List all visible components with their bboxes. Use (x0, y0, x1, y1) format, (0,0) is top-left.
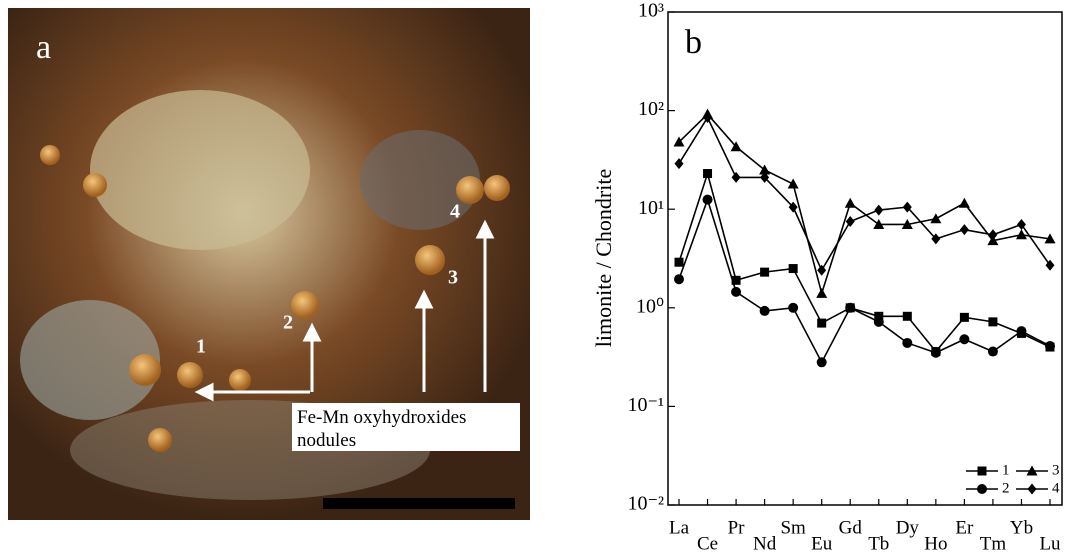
marker (731, 287, 741, 297)
marker (1028, 484, 1037, 495)
annotation: nodules (297, 430, 356, 451)
nodule (177, 362, 203, 388)
marker (960, 313, 969, 322)
nodule (40, 145, 60, 165)
marker (732, 172, 741, 183)
nodule-label: 1 (196, 336, 206, 358)
y-tick-label: 10² (638, 98, 664, 120)
x-tick-label: Gd (839, 517, 863, 538)
marker (902, 338, 912, 348)
marker (960, 224, 969, 235)
marker (959, 334, 969, 344)
marker (760, 268, 769, 277)
marker (988, 317, 997, 326)
nodule (129, 354, 161, 386)
marker (1016, 326, 1026, 336)
x-tick-label: Yb (1010, 517, 1033, 538)
nodule (291, 291, 319, 319)
photo: a 1 2 3 4 Fe-Mn oxyhydroxides nodules (8, 8, 530, 520)
marker (930, 213, 941, 223)
y-axis-label: limonite / Chondrite (591, 169, 616, 347)
nodule (148, 428, 172, 452)
x-tick-label: Lu (1039, 533, 1061, 554)
marker (874, 205, 883, 216)
series (675, 169, 1055, 356)
legend: 1 2 3 4 (966, 462, 1060, 496)
legend-label: 2 (1002, 480, 1010, 496)
series (675, 112, 1055, 276)
series (674, 195, 1055, 368)
x-tick-label: La (669, 517, 690, 538)
x-tick-label: Ho (924, 533, 947, 554)
y-tick-label: 10⁻² (627, 493, 664, 515)
marker (703, 195, 713, 205)
marker (931, 348, 941, 358)
x-tick-label: Ce (697, 533, 718, 554)
legend-label: 4 (1052, 480, 1060, 496)
marker (978, 467, 987, 476)
marker (675, 258, 684, 267)
x-tick-label: Pr (728, 517, 746, 538)
panel-label: a (36, 29, 51, 66)
series-line (679, 114, 1050, 293)
nodule (415, 245, 445, 275)
x-tick-label: Er (955, 517, 974, 538)
scale-bar (323, 498, 515, 509)
panel-label: b (685, 24, 702, 61)
x-tick-label: Tb (868, 533, 889, 554)
x-tick-label: Sm (780, 517, 806, 538)
marker (817, 319, 826, 328)
nodule-label: 2 (283, 312, 293, 334)
series-line (679, 118, 1050, 271)
marker (959, 198, 970, 208)
series (674, 109, 1056, 298)
marker (1045, 341, 1055, 351)
x-tick-label: Nd (753, 533, 777, 554)
marker (788, 179, 799, 189)
nodule (229, 369, 251, 391)
photo-detail (90, 90, 310, 250)
marker (988, 347, 998, 357)
figure: a 1 2 3 4 Fe-Mn oxyhydroxides nodules b … (0, 0, 1065, 555)
marker (977, 484, 987, 494)
y-tick-label: 10⁰ (636, 295, 664, 317)
nodule-label: 4 (450, 201, 460, 223)
nodule-label: 3 (448, 267, 458, 289)
marker (760, 306, 770, 316)
marker (816, 288, 827, 298)
y-tick-label: 10⁻¹ (627, 394, 664, 416)
marker (874, 317, 884, 327)
marker (845, 303, 855, 313)
marker (903, 312, 912, 321)
legend-label: 3 (1052, 462, 1060, 478)
legend-label: 1 (1002, 462, 1010, 478)
y-tick-label: 10³ (638, 0, 664, 22)
marker (988, 229, 997, 240)
nodule (484, 175, 510, 201)
marker (674, 274, 684, 284)
marker (845, 198, 856, 208)
nodule (83, 173, 107, 197)
annotation: Fe-Mn oxyhydroxides (297, 407, 466, 428)
marker (789, 264, 798, 273)
x-tick-label: Eu (811, 533, 833, 554)
plot-frame (668, 12, 1062, 505)
marker (788, 303, 798, 313)
nodule (456, 176, 484, 204)
x-tick-label: Tm (980, 533, 1007, 554)
marker (703, 169, 712, 178)
x-tick-label: Dy (896, 517, 920, 538)
marker (817, 357, 827, 367)
y-tick-label: 10¹ (638, 197, 664, 219)
